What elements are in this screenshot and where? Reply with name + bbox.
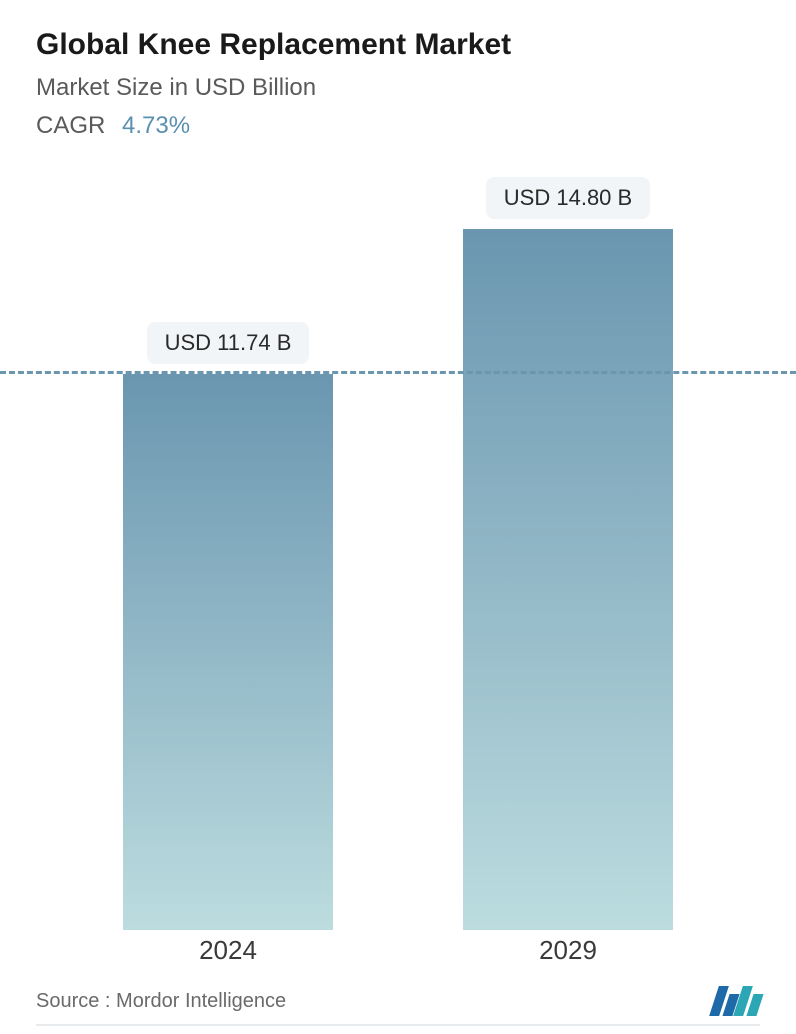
logo-icon [714, 986, 760, 1016]
bar-group: USD 11.74 B [123, 322, 333, 930]
x-axis-label: 2029 [463, 935, 673, 966]
x-axis: 2024 2029 [0, 935, 796, 966]
value-label: USD 14.80 B [486, 177, 650, 219]
chart-subtitle: Market Size in USD Billion [36, 74, 760, 102]
cagr-value: 4.73% [122, 112, 190, 139]
reference-line [0, 371, 796, 374]
cagr-row: CAGR 4.73% [36, 112, 760, 140]
bar-group: USD 14.80 B [463, 177, 673, 930]
x-axis-label: 2024 [123, 935, 333, 966]
bar [463, 229, 673, 930]
footer: Source : Mordor Intelligence [36, 978, 760, 1026]
source-text: Source : Mordor Intelligence [36, 990, 286, 1013]
chart-area: USD 11.74 BUSD 14.80 B [0, 210, 796, 930]
bar [123, 374, 333, 930]
chart-title: Global Knee Replacement Market [36, 28, 760, 62]
cagr-label: CAGR [36, 112, 105, 139]
value-label: USD 11.74 B [147, 322, 310, 364]
bars-container: USD 11.74 BUSD 14.80 B [0, 210, 796, 930]
